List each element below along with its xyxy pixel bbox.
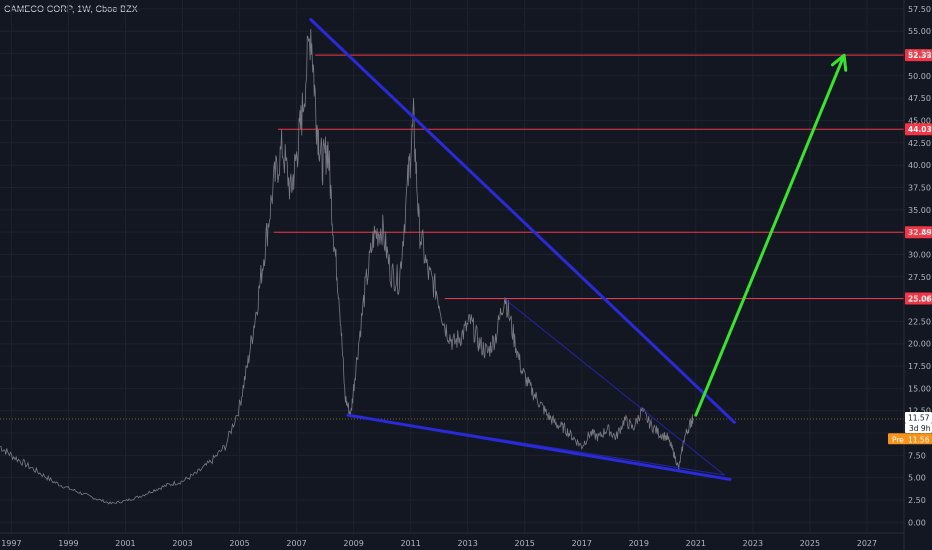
level-label-bg: [905, 226, 932, 239]
trendline-inner-lower: [347, 414, 725, 476]
y-tick-label: 57.50: [908, 5, 931, 14]
trendlines: [309, 18, 736, 481]
level-label: 32.49: [908, 228, 932, 237]
level-label: 52.33: [908, 51, 932, 60]
x-tick-label: 2019: [629, 539, 649, 548]
y-tick-label: 5.00: [908, 474, 926, 483]
current-price-label: 11.57: [908, 413, 930, 422]
horizontal-levels: 52.33 44.03 32.49 25.06: [273, 49, 932, 305]
y-tick-label: 45.00: [908, 117, 931, 126]
trendline-lower: [346, 413, 732, 481]
pre-market-label: Pre: [892, 435, 904, 444]
y-tick-label: 22.50: [908, 317, 931, 326]
grid: [0, 0, 904, 533]
y-tick-label: 17.50: [908, 362, 931, 371]
x-tick-label: 2025: [800, 539, 820, 548]
y-tick-label: 20.00: [908, 340, 931, 349]
y-tick-label: 30.00: [908, 250, 931, 259]
x-tick-label: 2001: [115, 539, 135, 548]
x-tick-label: 2023: [743, 539, 763, 548]
y-tick-label: 37.50: [908, 183, 931, 192]
y-tick-label: 25.00: [908, 295, 931, 304]
y-tick-label: 7.50: [908, 451, 926, 460]
target-arrow: [694, 53, 848, 417]
y-tick-label: 50.00: [908, 72, 931, 81]
level-label-bg: [905, 49, 932, 62]
y-tick-label: 27.50: [908, 273, 931, 282]
x-tick-label: 2021: [686, 539, 706, 548]
x-tick-label: 2003: [172, 539, 192, 548]
x-tick-label: 2013: [458, 539, 478, 548]
pre-market-badge: [888, 433, 932, 445]
x-tick-label: 2007: [286, 539, 306, 548]
level-label: 25.06: [908, 295, 932, 304]
level-label-bg: [905, 123, 932, 136]
y-tick-label: 15.00: [908, 384, 931, 393]
pre-market-value: 11.56: [908, 435, 930, 444]
x-tick-label: 1999: [58, 539, 78, 548]
y-tick-label: 40.00: [908, 161, 931, 170]
x-tick-label: 2015: [515, 539, 535, 548]
arrow-shaft: [694, 53, 846, 417]
x-tick-label: 2027: [857, 539, 877, 548]
level-label-bg: [905, 292, 932, 305]
x-tick-label: 2011: [400, 539, 420, 548]
x-tick-label: 2005: [229, 539, 249, 548]
y-tick-label: 0.00: [908, 518, 926, 527]
arrow-head: [830, 53, 848, 72]
y-tick-label: 32.50: [908, 228, 931, 237]
price-series: [0, 28, 904, 505]
y-tick-label: 2.50: [908, 496, 926, 505]
x-tick-label: 1997: [1, 539, 21, 548]
y-tick-label: 52.50: [908, 50, 931, 59]
countdown-badge: [905, 422, 932, 433]
level-label: 44.03: [908, 125, 932, 134]
trendline-upper: [309, 18, 736, 424]
y-tick-label: 35.00: [908, 206, 931, 215]
y-tick-label: 47.50: [908, 94, 931, 103]
y-tick-label: 42.50: [908, 139, 931, 148]
x-tick-label: 2017: [572, 539, 592, 548]
price-line: [0, 28, 694, 505]
y-tick-label: 55.00: [908, 27, 931, 36]
y-tick-label: 12.50: [908, 407, 931, 416]
current-price-badge: [905, 411, 932, 423]
countdown-label: 3d 9h: [909, 424, 931, 433]
x-tick-label: 2009: [343, 539, 363, 548]
trendline-inner-upper: [504, 298, 725, 476]
